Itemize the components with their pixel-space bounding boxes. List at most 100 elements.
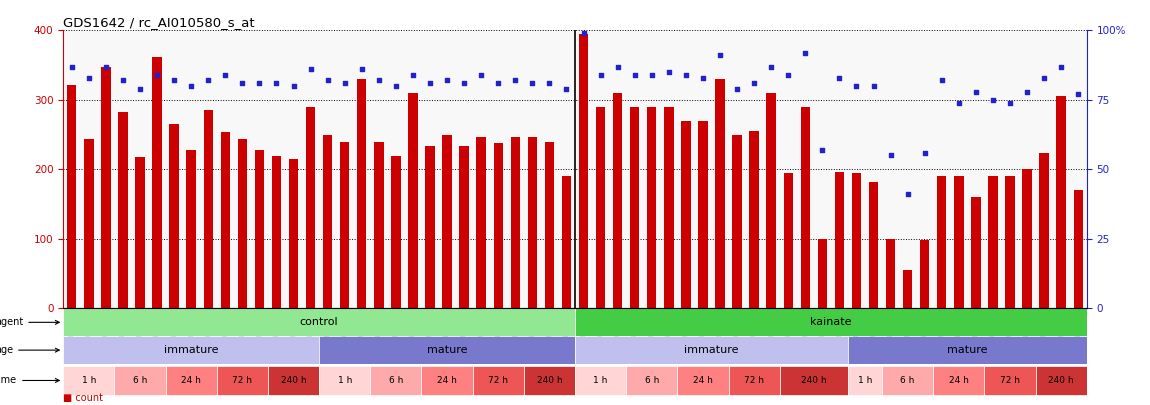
Point xyxy=(131,85,150,92)
Bar xyxy=(869,182,879,309)
Point xyxy=(558,85,576,92)
Point xyxy=(711,52,729,59)
Point xyxy=(267,80,285,86)
Bar xyxy=(733,134,742,309)
Point xyxy=(1018,88,1036,95)
Bar xyxy=(882,366,934,395)
Bar xyxy=(852,173,861,309)
Text: 1 h: 1 h xyxy=(82,376,97,385)
Bar xyxy=(750,131,759,309)
Point xyxy=(301,66,320,72)
Bar xyxy=(818,239,827,309)
Bar xyxy=(677,366,729,395)
Point xyxy=(164,77,183,84)
Point xyxy=(1070,91,1088,98)
Bar xyxy=(101,66,110,309)
Bar xyxy=(493,143,503,309)
Point xyxy=(489,80,507,86)
Text: control: control xyxy=(300,318,338,327)
Bar xyxy=(426,146,435,309)
Point xyxy=(97,63,115,70)
Text: 24 h: 24 h xyxy=(693,376,713,385)
Bar xyxy=(681,121,690,309)
Point xyxy=(676,72,695,78)
Bar xyxy=(630,107,639,309)
Text: mature: mature xyxy=(427,345,467,355)
Point xyxy=(284,83,302,89)
Bar xyxy=(647,107,657,309)
Bar xyxy=(320,336,575,364)
Bar xyxy=(972,197,981,309)
Bar xyxy=(443,134,452,309)
Text: age: age xyxy=(0,345,60,355)
Bar xyxy=(473,366,523,395)
Text: 72 h: 72 h xyxy=(744,376,764,385)
Point xyxy=(933,77,951,84)
Point xyxy=(319,77,337,84)
Bar xyxy=(63,336,320,364)
Bar xyxy=(115,366,166,395)
Text: 1 h: 1 h xyxy=(593,376,608,385)
Bar xyxy=(391,156,400,309)
Point xyxy=(626,72,644,78)
Text: ■ count: ■ count xyxy=(63,393,104,403)
Bar xyxy=(578,34,588,309)
Bar xyxy=(988,176,997,309)
Point xyxy=(421,80,439,86)
Bar xyxy=(136,157,145,309)
Text: 72 h: 72 h xyxy=(1000,376,1020,385)
Bar xyxy=(937,176,946,309)
Point xyxy=(369,77,388,84)
Bar xyxy=(204,110,213,309)
Bar xyxy=(169,124,178,309)
Text: immature: immature xyxy=(684,345,738,355)
Text: 6 h: 6 h xyxy=(389,376,404,385)
Text: 6 h: 6 h xyxy=(132,376,147,385)
Point xyxy=(62,63,81,70)
Bar xyxy=(340,142,350,309)
Bar xyxy=(903,270,912,309)
Bar xyxy=(84,139,93,309)
Point xyxy=(574,30,592,36)
Bar xyxy=(306,107,315,309)
Point xyxy=(693,75,712,81)
Bar xyxy=(698,121,707,309)
Bar xyxy=(511,137,520,309)
Bar xyxy=(1022,169,1032,309)
Text: 240 h: 240 h xyxy=(281,376,306,385)
Point xyxy=(540,80,559,86)
Bar xyxy=(848,366,882,395)
Bar xyxy=(216,366,268,395)
Text: 24 h: 24 h xyxy=(182,376,201,385)
Bar xyxy=(800,107,810,309)
Point xyxy=(216,72,235,78)
Point xyxy=(660,69,678,75)
Bar xyxy=(1074,190,1083,309)
Bar xyxy=(268,366,320,395)
Text: 1 h: 1 h xyxy=(338,376,352,385)
Point xyxy=(148,72,167,78)
Bar xyxy=(186,150,196,309)
Bar xyxy=(320,366,370,395)
Bar xyxy=(729,366,780,395)
Text: immature: immature xyxy=(164,345,218,355)
Point xyxy=(983,97,1002,103)
Bar xyxy=(835,172,844,309)
Bar xyxy=(1040,153,1049,309)
Bar xyxy=(627,366,677,395)
Text: 72 h: 72 h xyxy=(489,376,508,385)
Bar xyxy=(476,137,485,309)
Point xyxy=(182,83,200,89)
Point xyxy=(967,88,986,95)
Bar xyxy=(920,240,929,309)
Bar xyxy=(954,176,964,309)
Bar xyxy=(63,366,115,395)
Point xyxy=(762,63,781,70)
Bar xyxy=(1057,96,1066,309)
Text: kainate: kainate xyxy=(810,318,852,327)
Bar xyxy=(596,107,605,309)
Point xyxy=(438,77,457,84)
Bar xyxy=(545,142,554,309)
Point xyxy=(1052,63,1071,70)
Bar xyxy=(118,113,128,309)
